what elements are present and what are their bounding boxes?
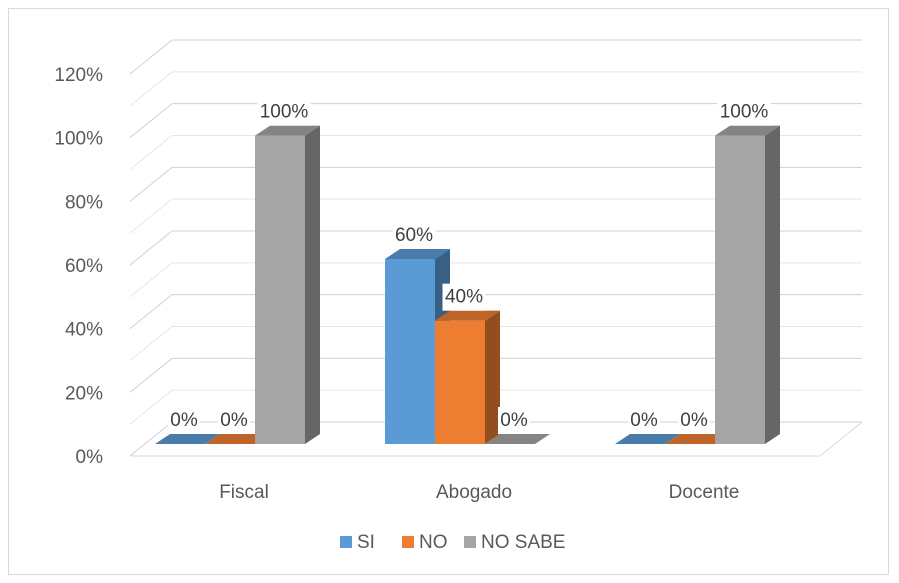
y-tick-label: 40% (65, 320, 103, 341)
bar-top (485, 434, 550, 444)
data-label-bg (257, 98, 311, 126)
y-tick-label: 80% (65, 192, 103, 213)
data-label: 60% (395, 225, 433, 246)
legend-label: SI (357, 532, 375, 553)
bar-side (765, 125, 780, 445)
data-label-bg (392, 222, 436, 249)
data-label: 0% (500, 410, 528, 431)
legend-swatch (340, 536, 352, 548)
category-label: Fiscal (219, 482, 269, 503)
legend-swatch (464, 536, 476, 548)
bar-top (715, 125, 780, 136)
category-label: Docente (669, 482, 740, 503)
bar-top (385, 249, 450, 259)
data-label: 0% (220, 410, 248, 431)
data-label: 0% (170, 410, 198, 431)
bar-no-sabe (255, 135, 305, 444)
bar-si (385, 259, 435, 444)
legend-label: NO (419, 532, 448, 553)
side-gridline (129, 71, 173, 107)
side-gridline (129, 262, 173, 298)
floor-right-edge (819, 421, 863, 457)
side-gridline (129, 230, 173, 266)
side-gridline (129, 389, 173, 425)
bar-top (435, 310, 500, 321)
bar-no (435, 320, 485, 444)
data-label-bg (442, 283, 486, 311)
data-label: 40% (445, 287, 483, 308)
data-label-bg (678, 407, 710, 434)
bar-top (665, 434, 730, 444)
side-gridline (129, 357, 173, 393)
bar-side (305, 125, 320, 445)
data-label-bg (628, 407, 660, 434)
y-tick-label: 0% (76, 447, 104, 468)
data-label: 0% (680, 410, 708, 431)
data-label-bg (498, 407, 530, 434)
data-label: 100% (260, 102, 309, 123)
legend-label: NO SABE (481, 532, 565, 553)
side-gridline (129, 421, 173, 457)
bar-top (615, 434, 680, 444)
side-gridline (129, 198, 173, 234)
side-gridline (129, 166, 173, 202)
side-gridline (129, 294, 173, 330)
bar-top (255, 125, 320, 136)
side-gridline (129, 326, 173, 361)
data-label-bg (717, 98, 771, 126)
y-tick-label: 100% (54, 129, 103, 150)
data-label: 100% (720, 102, 769, 123)
bar-top (205, 434, 270, 444)
category-label: Abogado (436, 482, 512, 503)
y-tick-label: 20% (65, 383, 103, 404)
bar-top (155, 434, 220, 444)
bar-side (485, 310, 500, 444)
legend-swatch (402, 536, 414, 548)
y-tick-label: 120% (54, 65, 103, 86)
side-gridline (129, 135, 173, 170)
bar-no-sabe (715, 135, 765, 444)
data-label: 0% (630, 410, 658, 431)
side-gridline (129, 103, 173, 139)
data-label-bg (218, 407, 250, 434)
data-label-bg (168, 407, 200, 434)
side-gridline (129, 39, 173, 75)
y-tick-label: 60% (65, 256, 103, 277)
